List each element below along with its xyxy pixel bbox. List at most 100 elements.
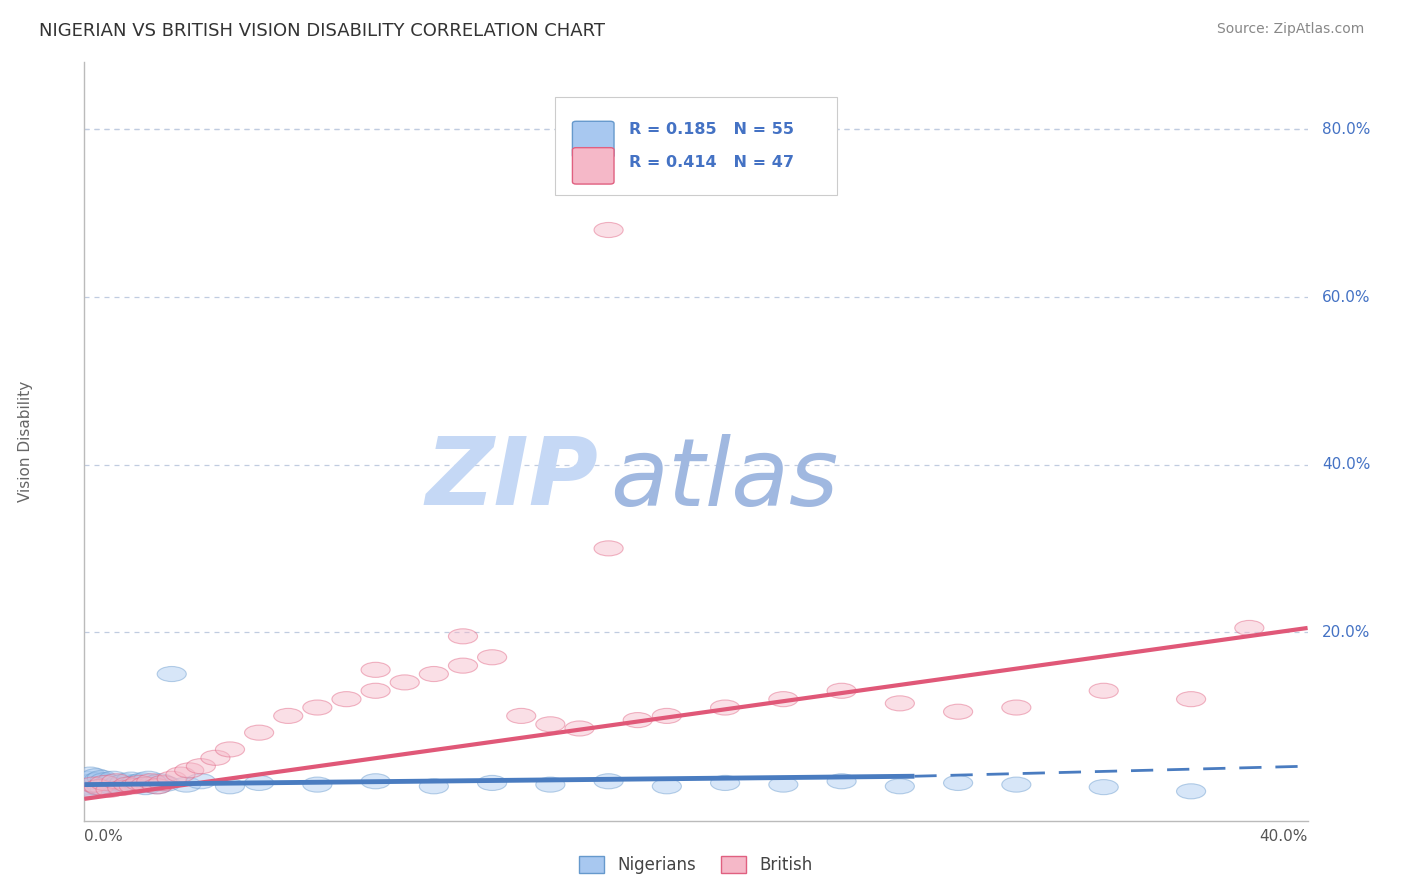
Ellipse shape (114, 777, 142, 792)
Ellipse shape (142, 779, 172, 794)
Text: R = 0.185   N = 55: R = 0.185 N = 55 (628, 122, 794, 137)
Ellipse shape (139, 775, 169, 790)
Ellipse shape (478, 775, 506, 790)
Ellipse shape (157, 772, 186, 786)
Ellipse shape (1177, 691, 1206, 706)
Ellipse shape (449, 629, 478, 644)
Text: 20.0%: 20.0% (1322, 624, 1371, 640)
Text: 0.0%: 0.0% (84, 829, 124, 844)
Ellipse shape (152, 776, 180, 791)
Ellipse shape (302, 700, 332, 715)
Ellipse shape (104, 775, 134, 790)
Ellipse shape (652, 708, 682, 723)
Ellipse shape (108, 777, 136, 792)
Ellipse shape (361, 773, 391, 789)
Ellipse shape (652, 779, 682, 794)
FancyBboxPatch shape (572, 121, 614, 158)
Ellipse shape (120, 776, 149, 791)
Ellipse shape (215, 742, 245, 757)
Ellipse shape (79, 773, 108, 789)
Text: 60.0%: 60.0% (1322, 290, 1371, 304)
Ellipse shape (186, 773, 215, 789)
Ellipse shape (506, 708, 536, 723)
Text: atlas: atlas (610, 434, 838, 525)
Ellipse shape (478, 649, 506, 665)
Ellipse shape (90, 775, 120, 790)
Ellipse shape (565, 721, 595, 736)
Ellipse shape (87, 779, 117, 794)
Ellipse shape (419, 779, 449, 794)
Ellipse shape (769, 691, 799, 706)
Legend: Nigerians, British: Nigerians, British (572, 849, 820, 880)
Ellipse shape (943, 775, 973, 790)
Ellipse shape (98, 772, 128, 786)
Ellipse shape (134, 772, 163, 786)
Ellipse shape (114, 779, 142, 794)
Ellipse shape (82, 769, 111, 784)
Ellipse shape (1177, 784, 1206, 799)
Ellipse shape (166, 767, 195, 782)
Ellipse shape (245, 725, 274, 740)
Ellipse shape (536, 777, 565, 792)
Ellipse shape (79, 777, 108, 792)
Ellipse shape (84, 780, 114, 795)
Ellipse shape (1002, 777, 1031, 792)
Ellipse shape (886, 779, 914, 794)
Ellipse shape (93, 776, 122, 791)
Ellipse shape (215, 779, 245, 794)
FancyBboxPatch shape (572, 148, 614, 184)
Ellipse shape (76, 767, 104, 782)
Ellipse shape (174, 763, 204, 778)
Ellipse shape (128, 772, 157, 788)
Ellipse shape (157, 666, 186, 681)
Ellipse shape (449, 658, 478, 673)
Ellipse shape (827, 773, 856, 789)
Text: Source: ZipAtlas.com: Source: ZipAtlas.com (1216, 22, 1364, 37)
Text: Vision Disability: Vision Disability (18, 381, 34, 502)
Ellipse shape (419, 666, 449, 681)
Ellipse shape (117, 772, 146, 787)
Ellipse shape (595, 541, 623, 556)
Ellipse shape (943, 704, 973, 719)
Ellipse shape (186, 758, 215, 773)
Text: ZIP: ZIP (425, 434, 598, 525)
Ellipse shape (87, 771, 117, 786)
Ellipse shape (90, 781, 120, 797)
Ellipse shape (201, 750, 231, 765)
Text: NIGERIAN VS BRITISH VISION DISABILITY CORRELATION CHART: NIGERIAN VS BRITISH VISION DISABILITY CO… (39, 22, 606, 40)
Ellipse shape (90, 772, 120, 788)
Ellipse shape (96, 774, 125, 789)
Ellipse shape (125, 775, 155, 790)
Ellipse shape (111, 773, 139, 789)
Ellipse shape (302, 777, 332, 792)
Ellipse shape (136, 773, 166, 789)
Ellipse shape (82, 777, 111, 792)
Ellipse shape (84, 772, 114, 787)
Ellipse shape (76, 780, 104, 795)
Ellipse shape (536, 717, 565, 731)
Ellipse shape (122, 774, 152, 789)
Ellipse shape (73, 784, 101, 799)
Ellipse shape (125, 778, 155, 793)
Ellipse shape (73, 784, 101, 799)
Ellipse shape (274, 708, 302, 723)
Text: 40.0%: 40.0% (1322, 457, 1371, 472)
Ellipse shape (96, 782, 125, 797)
Ellipse shape (73, 772, 101, 786)
Ellipse shape (710, 775, 740, 790)
Ellipse shape (332, 691, 361, 706)
Ellipse shape (886, 696, 914, 711)
Ellipse shape (595, 222, 623, 237)
Ellipse shape (108, 780, 136, 796)
Ellipse shape (595, 773, 623, 789)
Ellipse shape (131, 777, 160, 792)
Ellipse shape (1234, 621, 1264, 635)
Ellipse shape (361, 683, 391, 698)
Ellipse shape (1090, 683, 1118, 698)
Ellipse shape (245, 775, 274, 790)
Ellipse shape (391, 675, 419, 690)
Ellipse shape (1002, 700, 1031, 715)
Ellipse shape (84, 780, 114, 796)
Text: R = 0.414   N = 47: R = 0.414 N = 47 (628, 154, 794, 169)
Ellipse shape (136, 777, 166, 792)
